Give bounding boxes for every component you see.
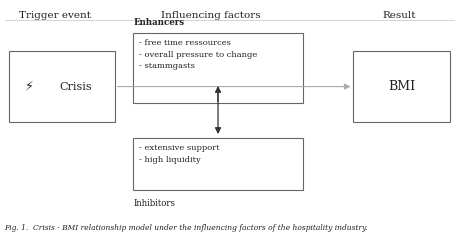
Text: Crisis: Crisis — [59, 82, 92, 91]
Text: - extensive support
- high liquidity: - extensive support - high liquidity — [139, 144, 219, 164]
Text: ⚡: ⚡ — [25, 80, 34, 93]
FancyBboxPatch shape — [353, 51, 450, 122]
FancyBboxPatch shape — [9, 51, 115, 122]
Text: Inhibitors: Inhibitors — [133, 199, 175, 208]
Text: Trigger event: Trigger event — [19, 11, 91, 19]
FancyBboxPatch shape — [133, 138, 303, 190]
FancyBboxPatch shape — [133, 33, 303, 103]
Text: BMI: BMI — [388, 80, 415, 93]
Text: - free time ressources
- overall pressure to change
- stammgasts: - free time ressources - overall pressur… — [139, 39, 257, 70]
Text: Fig. 1.  Crisis - BMI relationship model under the influencing factors of the ho: Fig. 1. Crisis - BMI relationship model … — [5, 224, 368, 232]
Text: Enhancers: Enhancers — [133, 18, 184, 27]
Text: Influencing factors: Influencing factors — [161, 11, 261, 19]
Text: Result: Result — [383, 11, 416, 19]
